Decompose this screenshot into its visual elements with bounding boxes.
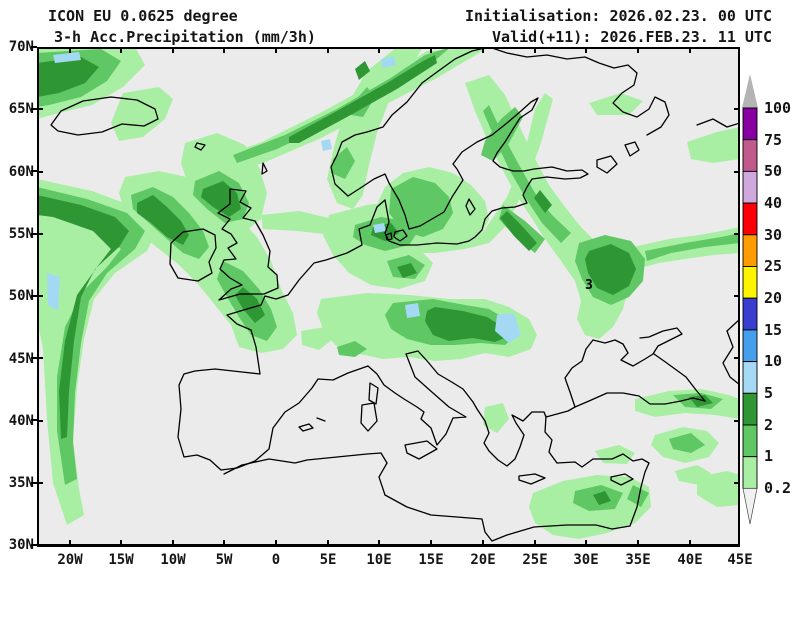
svg-text:10: 10 — [764, 352, 782, 370]
lat-label: 70N — [8, 39, 34, 55]
coast-continental-europe — [177, 199, 706, 471]
coast-caspian — [722, 318, 740, 386]
svg-text:15: 15 — [764, 321, 782, 339]
lat-label: 40N — [8, 413, 34, 429]
coast-funen — [385, 232, 393, 241]
lat-label: 45N — [8, 351, 34, 367]
coast-africa-levant — [223, 415, 650, 542]
param-title: 3-h Acc.Precipitation (mm/3h) — [54, 28, 316, 46]
coast-iceland — [50, 96, 159, 136]
coast-baltic — [347, 97, 589, 246]
frame-ticks — [37, 47, 740, 547]
lon-label: 25E — [522, 552, 548, 568]
model-title: ICON EU 0.0625 degree — [48, 7, 238, 25]
lon-label: 30E — [573, 552, 599, 568]
lat-label: 50N — [8, 288, 34, 304]
lon-label: 45E — [727, 552, 753, 568]
lon-label: 20W — [57, 552, 83, 568]
coast-black-sea-north — [564, 327, 683, 408]
lat-tick — [31, 357, 37, 359]
colorbar: 100 75 50 40 30 25 20 15 10 5 2 1 0.2 — [742, 74, 791, 525]
coast-sardinia — [360, 402, 378, 432]
lat-tick — [31, 544, 37, 546]
svg-text:40: 40 — [764, 194, 782, 212]
lat-tick — [31, 233, 37, 235]
lat-label: 65N — [8, 101, 34, 117]
svg-text:1: 1 — [764, 447, 773, 465]
lon-label: 5W — [215, 552, 233, 568]
coast-shetland — [261, 162, 268, 175]
svg-text:20: 20 — [764, 289, 782, 307]
lat-label: 30N — [8, 537, 34, 553]
colorbar-underflow-arrow — [742, 488, 758, 525]
lat-label: 35N — [8, 475, 34, 491]
svg-text:0.2: 0.2 — [764, 479, 791, 497]
coast-great-britain — [217, 188, 279, 301]
lat-tick — [31, 46, 37, 48]
lat-tick — [31, 108, 37, 110]
coast-kola-white-sea — [488, 47, 670, 136]
init-time: Initialisation: 2026.02.23. 00 UTC — [464, 7, 772, 25]
coast-zealand — [393, 229, 408, 242]
coast-arctic-russia — [696, 118, 740, 128]
coast-corsica — [368, 382, 379, 405]
svg-text:5: 5 — [764, 384, 773, 402]
svg-text:50: 50 — [764, 162, 782, 180]
lon-label: 10E — [366, 552, 392, 568]
lon-label: 15E — [418, 552, 444, 568]
lat-tick — [31, 170, 37, 172]
map-canvas: 3 — [37, 47, 740, 547]
colorbar-tick-labels: 100 75 50 40 30 25 20 15 10 5 2 1 0.2 — [764, 99, 791, 497]
coast-ireland — [169, 228, 217, 282]
precip-max-label: 3 — [585, 278, 593, 293]
coast-ladoga — [596, 155, 618, 174]
valid-time: Valid(+11): 2026.FEB.23. 11 UTC — [492, 28, 772, 46]
svg-text:25: 25 — [764, 257, 782, 275]
svg-text:30: 30 — [764, 226, 782, 244]
coast-norway — [330, 47, 490, 197]
lat-label: 60N — [8, 164, 34, 180]
coast-crete — [518, 473, 546, 485]
coastlines — [50, 47, 740, 542]
svg-text:2: 2 — [764, 416, 773, 434]
lat-tick — [31, 295, 37, 297]
lat-tick — [31, 482, 37, 484]
lon-label: 5E — [319, 552, 337, 568]
lon-label: 0 — [271, 552, 281, 568]
lon-label: 40E — [677, 552, 703, 568]
coast-onega — [624, 141, 640, 157]
coast-sicily — [404, 440, 438, 460]
lon-label: 20E — [470, 552, 496, 568]
coast-faroe — [194, 142, 206, 151]
lat-label: 55N — [8, 226, 34, 242]
lon-label: 35E — [625, 552, 651, 568]
coast-cyprus — [610, 473, 634, 486]
coast-balearics — [298, 417, 326, 432]
coast-gotland — [465, 198, 476, 216]
colorbar-overflow-arrow — [742, 74, 758, 108]
precip-layer-5mm — [47, 52, 521, 343]
lat-tick — [31, 419, 37, 421]
colorbar-segments — [742, 107, 758, 489]
svg-text:100: 100 — [764, 99, 791, 117]
lon-label: 10W — [160, 552, 186, 568]
lon-label: 15W — [108, 552, 134, 568]
coast-caucasus — [653, 353, 706, 402]
svg-text:75: 75 — [764, 131, 782, 149]
